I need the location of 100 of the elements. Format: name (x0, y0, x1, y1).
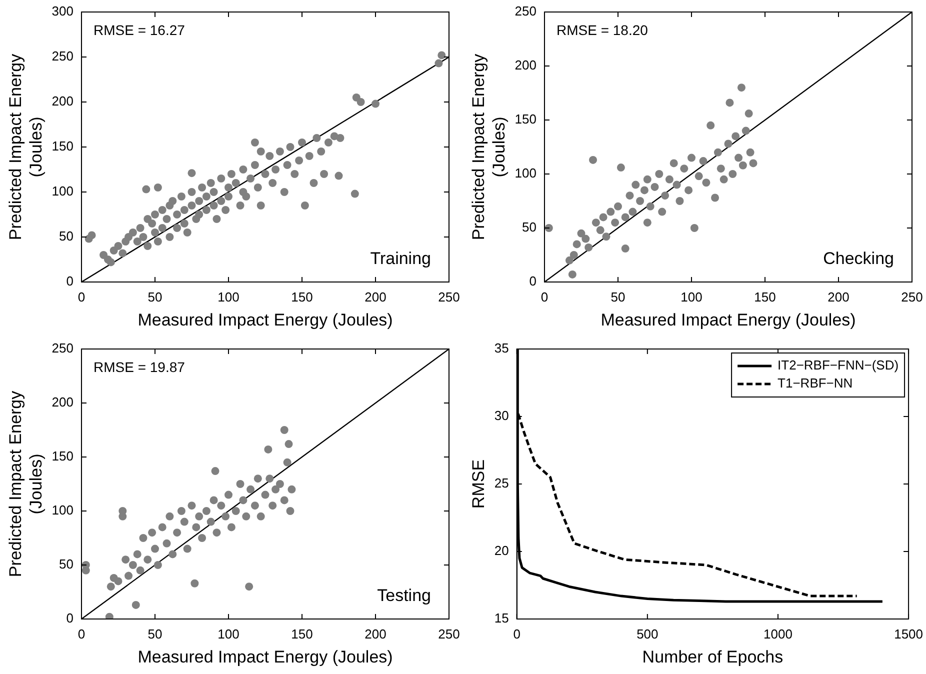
annotation: RMSE = 19.87 (93, 358, 186, 375)
x-tick-label: 150 (291, 626, 313, 642)
point (746, 148, 754, 156)
x-tick-label: 1500 (894, 626, 923, 642)
point (738, 161, 747, 170)
point (646, 202, 654, 210)
x-tick-label: 0 (540, 289, 548, 304)
y-axis-title: Predicted Impact Energy (Joules) (6, 53, 46, 240)
y-tick-label: 200 (52, 394, 74, 410)
x-tick-label: 500 (636, 626, 658, 642)
point (628, 208, 637, 216)
y-tick-label: 200 (52, 94, 74, 109)
x-axis-title: Measured Impact Energy (Joules) (138, 310, 393, 330)
point (632, 180, 640, 189)
point (577, 229, 586, 238)
x-tick-label: 150 (754, 289, 776, 304)
point (690, 224, 698, 232)
point (749, 159, 758, 168)
x-tick-label: 200 (828, 289, 850, 304)
point (596, 226, 604, 234)
annotation: RMSE = 18.20 (556, 22, 648, 38)
x-axis-title: Measured Impact Energy (Joules) (138, 647, 393, 666)
point (589, 156, 597, 164)
x-axis-title: Measured Impact Energy (Joules) (600, 310, 856, 330)
point (643, 218, 652, 227)
point (742, 126, 750, 135)
point (544, 224, 553, 232)
point (732, 132, 740, 140)
y-tick-label: 150 (52, 138, 74, 154)
point (720, 175, 728, 184)
point (724, 140, 732, 148)
point (706, 121, 715, 130)
y-tick-label: 250 (52, 48, 74, 64)
y-tick-label: 150 (514, 112, 536, 127)
legend-label: IT2−RBF−FNN−(SD) (778, 358, 899, 373)
point (655, 170, 664, 178)
point (650, 182, 659, 191)
y-tick-label: 100 (514, 166, 536, 181)
point (670, 159, 678, 168)
point (684, 186, 693, 194)
point (582, 234, 590, 243)
point (621, 213, 630, 222)
y-axis-title: Predicted Impact Energy (Joules) (6, 390, 46, 578)
annotation: Testing (377, 586, 431, 606)
y-tick-label: 25 (494, 476, 509, 491)
point (602, 232, 610, 241)
x-tick-label: 250 (901, 289, 923, 304)
x-tick-label: 0 (78, 289, 86, 304)
point (680, 164, 688, 173)
point (726, 98, 734, 107)
legend-label: T1−RBF−NN (778, 376, 853, 391)
point (606, 208, 615, 216)
x-tick-label: 50 (610, 289, 626, 304)
annotation: Training (370, 249, 431, 268)
y-tick-label: 50 (59, 556, 74, 572)
point (614, 202, 622, 210)
point (734, 154, 743, 162)
y-tick-label: 250 (514, 4, 536, 19)
point (728, 170, 737, 178)
y-tick-label: 0 (529, 274, 536, 289)
point (737, 84, 746, 92)
x-tick-label: 250 (438, 626, 460, 642)
y-tick-label: 0 (66, 610, 74, 626)
x-tick-label: 200 (364, 626, 386, 642)
point (676, 197, 684, 205)
point (643, 175, 652, 184)
annotation: Checking (823, 249, 894, 268)
y-tick-label: 30 (494, 408, 509, 424)
y-tick-label: 200 (514, 58, 536, 73)
x-tick-label: 1000 (764, 626, 792, 642)
point (687, 154, 696, 162)
x-tick-label: 150 (291, 289, 313, 304)
point (616, 164, 625, 172)
x-tick-label: 100 (218, 626, 240, 642)
point (672, 180, 681, 189)
point (661, 192, 670, 200)
point (592, 218, 600, 227)
point (611, 218, 620, 227)
point (714, 148, 722, 156)
x-tick-label: 50 (148, 626, 162, 642)
x-tick-label: 100 (680, 289, 702, 304)
point (572, 240, 581, 248)
y-tick-label: 15 (494, 610, 509, 626)
x-tick-label: 200 (364, 289, 386, 304)
point (621, 244, 630, 253)
y-tick-label: 20 (494, 543, 509, 558)
point (570, 251, 578, 259)
point (636, 197, 644, 205)
x-tick-label: 0 (78, 626, 86, 642)
point (584, 243, 593, 252)
y-tick-label: 50 (522, 220, 536, 235)
x-tick-label: 250 (438, 289, 460, 304)
point (744, 110, 753, 118)
annotation: RMSE = 16.27 (93, 22, 186, 38)
y-axis-title: Predicted Impact Energy (Joules) (468, 53, 508, 240)
y-tick-label: 100 (52, 502, 74, 518)
point (711, 194, 720, 202)
point (658, 208, 666, 216)
point (565, 256, 574, 264)
point (694, 172, 703, 180)
